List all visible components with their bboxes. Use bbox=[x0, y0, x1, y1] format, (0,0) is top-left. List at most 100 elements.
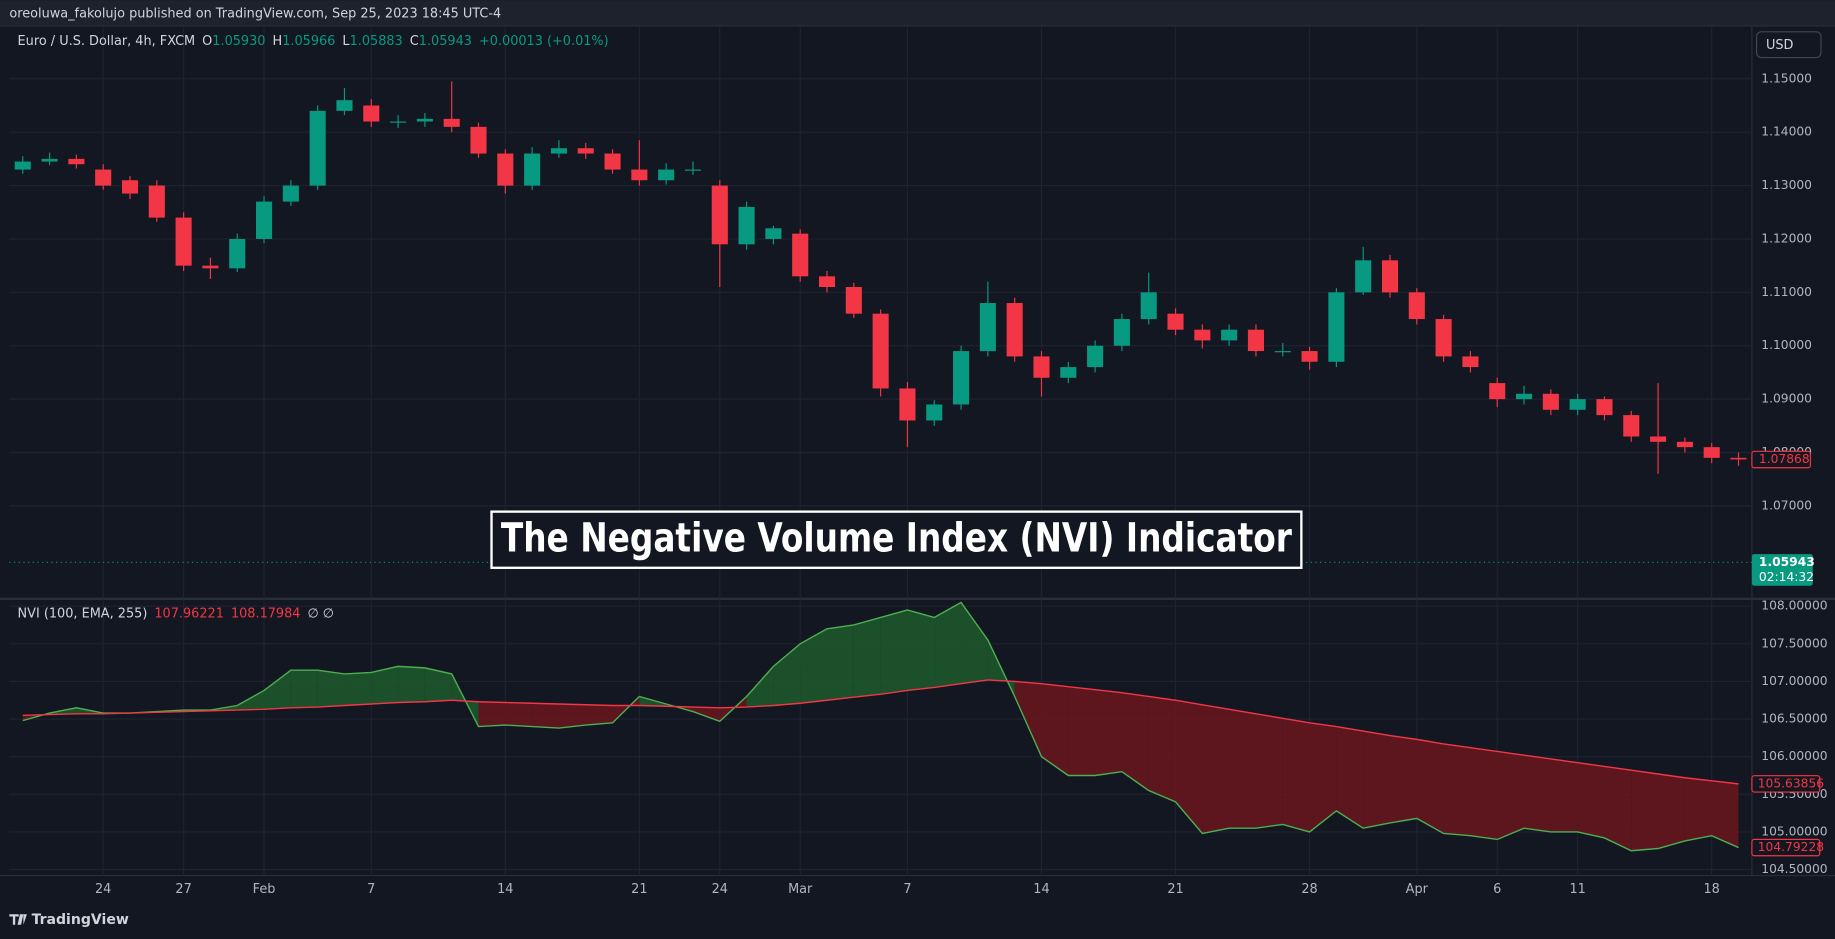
nvi-fill bbox=[1684, 777, 1712, 841]
candle-body bbox=[229, 238, 246, 269]
legend-key: L bbox=[342, 34, 350, 49]
legend-value: 1.05883 bbox=[350, 34, 403, 49]
nvi-fill bbox=[827, 624, 854, 701]
nvi-fill bbox=[853, 617, 881, 698]
candle-body bbox=[95, 169, 112, 186]
price-countdown: 02:14:32 bbox=[1759, 570, 1814, 584]
candle-body bbox=[14, 161, 31, 170]
candle-body bbox=[148, 185, 165, 218]
currency-label: USD bbox=[1766, 38, 1794, 53]
candle-body bbox=[926, 404, 943, 421]
candle-body bbox=[1489, 383, 1506, 400]
candle-body bbox=[684, 169, 702, 171]
candle-body bbox=[175, 217, 192, 266]
x-tick-label: Feb bbox=[253, 882, 276, 897]
candle-body bbox=[1381, 260, 1399, 293]
nvi-fill bbox=[1121, 692, 1149, 791]
nvi-fill bbox=[344, 672, 372, 706]
candle-body bbox=[390, 121, 407, 123]
nvi-fill bbox=[1470, 747, 1498, 840]
candle-body bbox=[658, 169, 675, 181]
candle-body bbox=[1623, 415, 1640, 437]
nvi-fill bbox=[398, 666, 425, 703]
candle-body bbox=[1542, 393, 1559, 410]
candle-body bbox=[282, 185, 299, 202]
price-box bbox=[1751, 554, 1813, 586]
x-tick-label: 7 bbox=[903, 882, 911, 897]
header-title: oreoluwa_fakolujo published on TradingVi… bbox=[9, 7, 501, 22]
nvi-fill bbox=[1443, 743, 1471, 836]
candle-body bbox=[872, 313, 889, 389]
y-tick-label: 1.07000 bbox=[1761, 498, 1812, 512]
candle-body bbox=[1033, 356, 1050, 378]
nvi-fill bbox=[1577, 762, 1605, 838]
nvi-fill bbox=[317, 670, 345, 708]
last-value-label: 104.79228 bbox=[1758, 840, 1824, 854]
x-tick-label: 14 bbox=[497, 882, 513, 897]
candle-body bbox=[121, 180, 139, 194]
legend: NVI (100, EMA, 255) 107.96221 108.17984 ∅ ∅ bbox=[18, 606, 334, 621]
x-tick-label: 7 bbox=[367, 882, 375, 897]
nvi-fill bbox=[478, 701, 506, 727]
nvi-fill bbox=[1604, 766, 1632, 851]
footer-bar bbox=[0, 907, 1835, 939]
candle-body bbox=[1328, 292, 1345, 362]
x-tick-label: 24 bbox=[712, 882, 728, 897]
y-tick-label: 106.00000 bbox=[1761, 749, 1827, 763]
candle-body bbox=[577, 148, 594, 154]
nvi-fill bbox=[371, 666, 399, 705]
candle-body bbox=[1167, 313, 1184, 330]
candle-body bbox=[845, 287, 862, 314]
x-tick-label: 21 bbox=[631, 882, 647, 897]
candle-body bbox=[1301, 351, 1318, 362]
x-tick-label: 21 bbox=[1167, 882, 1183, 897]
y-tick-label: 1.13000 bbox=[1761, 178, 1812, 192]
y-tick-label: 108.00000 bbox=[1761, 599, 1827, 613]
candle-body bbox=[497, 153, 514, 186]
nvi-fill bbox=[1336, 726, 1364, 829]
candle-body bbox=[1355, 260, 1372, 293]
nvi-fill bbox=[1550, 758, 1578, 832]
y-tick-label: 107.50000 bbox=[1761, 636, 1827, 650]
candle-body bbox=[470, 126, 487, 154]
candle-body bbox=[416, 118, 433, 122]
candle-body bbox=[1140, 292, 1157, 320]
candle-body bbox=[1596, 399, 1613, 416]
x-tick-label: Apr bbox=[1406, 882, 1429, 897]
candle-body bbox=[604, 153, 621, 170]
x-tick-label: 6 bbox=[1493, 882, 1501, 897]
legend-key: O bbox=[202, 34, 212, 49]
footer-logo bbox=[9, 914, 27, 925]
x-tick-label: 24 bbox=[95, 882, 111, 897]
legend-key: H bbox=[273, 34, 283, 49]
legend-value: 1.05966 bbox=[282, 34, 335, 49]
currency-button[interactable] bbox=[1756, 31, 1822, 59]
nvi-fill bbox=[1255, 713, 1283, 829]
candle-body bbox=[1703, 447, 1720, 458]
candle-body bbox=[550, 148, 567, 154]
candle-body bbox=[336, 100, 353, 111]
legend-value: 108.17984 bbox=[231, 606, 301, 621]
candle-body bbox=[979, 303, 996, 352]
nvi-fill bbox=[1389, 735, 1417, 823]
candle-body bbox=[631, 169, 648, 181]
last-value-box bbox=[1751, 838, 1821, 857]
candle-body bbox=[792, 233, 809, 277]
nvi-fill bbox=[505, 702, 533, 727]
candle-body bbox=[363, 105, 380, 122]
nvi-fill bbox=[424, 667, 452, 702]
y-tick-label: 104.50000 bbox=[1761, 862, 1827, 876]
candle-body bbox=[738, 206, 755, 245]
nvi-fill bbox=[773, 643, 801, 706]
nvi-fill bbox=[1711, 780, 1739, 848]
nvi-fill bbox=[1095, 689, 1122, 776]
nvi-fill bbox=[237, 690, 265, 711]
candle-body bbox=[1676, 441, 1693, 448]
candle-body bbox=[309, 110, 326, 186]
x-tick-label: 27 bbox=[175, 882, 191, 897]
plot-layer: 24 27 Feb 7 14 21 24 Mar 7 14 21 28 Apr 6 11 18 1.07000 1… bbox=[9, 25, 1828, 897]
nvi-fill bbox=[1148, 696, 1176, 802]
nvi-fill bbox=[1068, 686, 1096, 776]
